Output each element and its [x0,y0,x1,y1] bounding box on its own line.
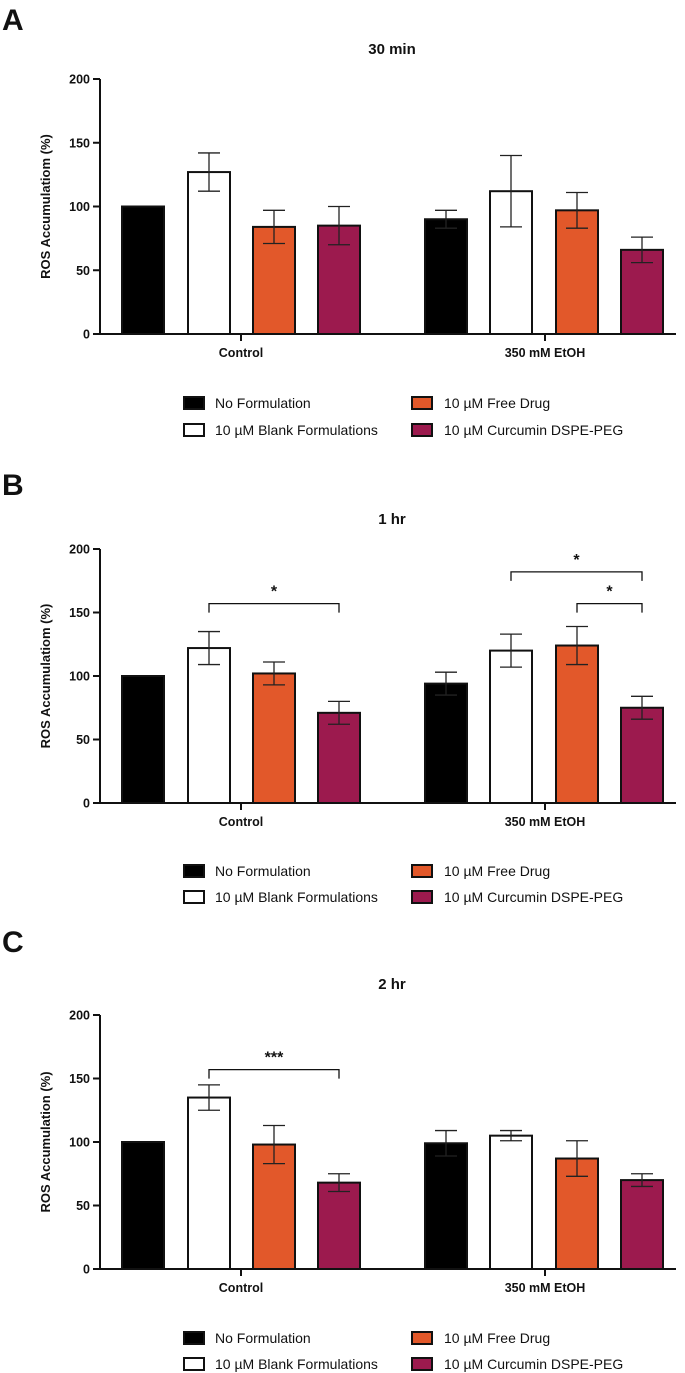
significance-label: *** [265,1050,284,1067]
legend-label: 10 µM Free Drug [444,1330,550,1346]
legend-label: No Formulation [215,395,311,411]
y-tick-label: 0 [83,328,90,342]
bar [555,644,599,805]
legend-label: 10 µM Curcumin DSPE-PEG [444,422,623,438]
legend-swatch [183,396,205,410]
bar [620,706,664,804]
legend-label: 10 µM Blank Formulations [215,889,378,905]
legend-swatch [183,890,205,904]
y-tick-label: 0 [83,797,90,811]
bar [187,1096,231,1271]
y-tick-label: 150 [69,606,90,620]
bar [620,1179,664,1270]
x-tick-label: Control [219,346,263,360]
y-tick-label: 150 [69,136,90,150]
significance-bracket [576,602,643,613]
y-tick-label: 200 [69,543,90,557]
bar [187,647,231,804]
y-axis-label: ROS Accumulation (%) [38,1071,53,1212]
y-tick-label: 200 [69,1009,90,1023]
bar [424,218,468,335]
panel-letter: B [2,469,24,502]
chart-title: 2 hr [378,976,406,993]
bar [252,672,296,805]
bar [489,1134,533,1271]
legend-label: 10 µM Curcumin DSPE-PEG [444,889,623,905]
x-tick-label: Control [219,1281,263,1295]
y-tick-label: 100 [69,1136,90,1150]
x-tick-label: 350 mM EtOH [505,815,586,829]
y-tick-label: 0 [83,1263,90,1277]
significance-bracket [208,602,340,613]
bar [121,1141,165,1270]
legend-swatch [411,890,433,904]
significance-bracket [510,571,643,581]
legend-swatch [183,864,205,878]
y-tick-label: 100 [69,670,90,684]
legend-swatch [411,864,433,878]
bar [489,649,533,804]
x-tick-label: Control [219,815,263,829]
significance-label: * [573,552,580,569]
y-tick-label: 200 [69,73,90,87]
chart-panel-c: C 2 hr ROS Accumulation (%) 0 50 100 150 200 Con… [2,926,676,1372]
y-tick-label: 150 [69,1072,90,1086]
bar [317,711,361,805]
bar [252,1143,296,1271]
legend-swatch [411,1357,433,1371]
bar [121,205,165,335]
bar [317,1181,361,1271]
chart-panel-a: A 30 min ROS Accumulatiom (%) 0 50 100 150 200 C… [2,4,676,438]
legend-swatch [183,423,205,437]
y-axis-label: ROS Accumulatiom (%) [38,604,53,749]
legend-label: 10 µM Blank Formulations [215,422,378,438]
y-tick-label: 50 [76,264,90,278]
bar [620,248,664,336]
chart-title: 30 min [368,41,416,58]
significance-label: * [606,584,613,601]
bar [424,682,468,804]
legend-label: No Formulation [215,1330,311,1346]
x-tick-label: 350 mM EtOH [505,1281,586,1295]
legend-swatch [411,396,433,410]
legend-swatch [183,1331,205,1345]
bar [121,675,165,804]
significance-bracket [208,1068,340,1079]
y-tick-label: 100 [69,200,90,214]
x-tick-label: 350 mM EtOH [505,346,586,360]
legend-label: 10 µM Free Drug [444,395,550,411]
panel-letter: A [2,4,24,37]
bar [555,209,599,335]
y-tick-label: 50 [76,1199,90,1213]
legend-swatch [411,1331,433,1345]
significance-label: * [271,584,278,601]
y-axis-label: ROS Accumulatiom (%) [38,134,53,279]
chart-title: 1 hr [378,511,406,528]
legend-label: No Formulation [215,863,311,879]
legend-swatch [183,1357,205,1371]
y-tick-label: 50 [76,733,90,747]
panel-letter: C [2,926,24,959]
bar [187,171,231,335]
legend-label: 10 µM Free Drug [444,863,550,879]
legend-swatch [411,423,433,437]
bar [424,1142,468,1271]
legend-label: 10 µM Blank Formulations [215,1356,378,1372]
chart-panel-b: B 1 hr ROS Accumulatiom (%) 0 50 100 150 200 Con… [2,469,676,905]
legend-label: 10 µM Curcumin DSPE-PEG [444,1356,623,1372]
